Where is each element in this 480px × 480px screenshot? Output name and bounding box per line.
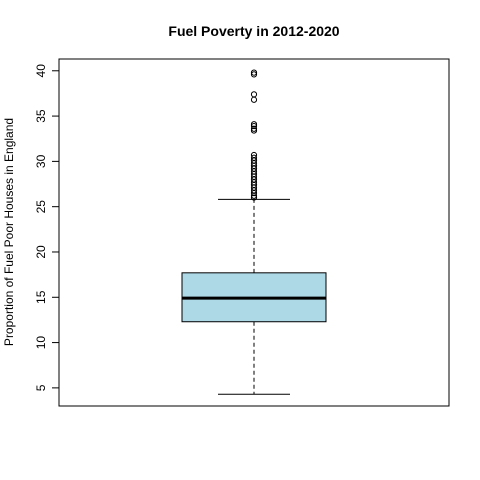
y-tick-label-30: 30 [34, 154, 48, 168]
y-tick-label-10: 10 [34, 336, 48, 350]
outlier-point-2 [251, 92, 256, 97]
y-axis-label: Proportion of Fuel Poor Houses in Englan… [2, 118, 16, 346]
y-axis: 5 10 15 20 25 30 35 40 [34, 64, 59, 391]
y-tick-label-20: 20 [34, 245, 48, 259]
outlier-point-3 [251, 97, 256, 102]
y-tick-label-40: 40 [34, 64, 48, 78]
plot-frame [59, 59, 449, 406]
y-tick-label-35: 35 [34, 109, 48, 123]
chart-title: Fuel Poverty in 2012-2020 [168, 23, 339, 39]
y-tick-label-5: 5 [34, 384, 48, 391]
box-group [182, 199, 326, 394]
y-tick-label-25: 25 [34, 200, 48, 214]
outlier-points [251, 70, 256, 200]
y-tick-label-15: 15 [34, 290, 48, 304]
